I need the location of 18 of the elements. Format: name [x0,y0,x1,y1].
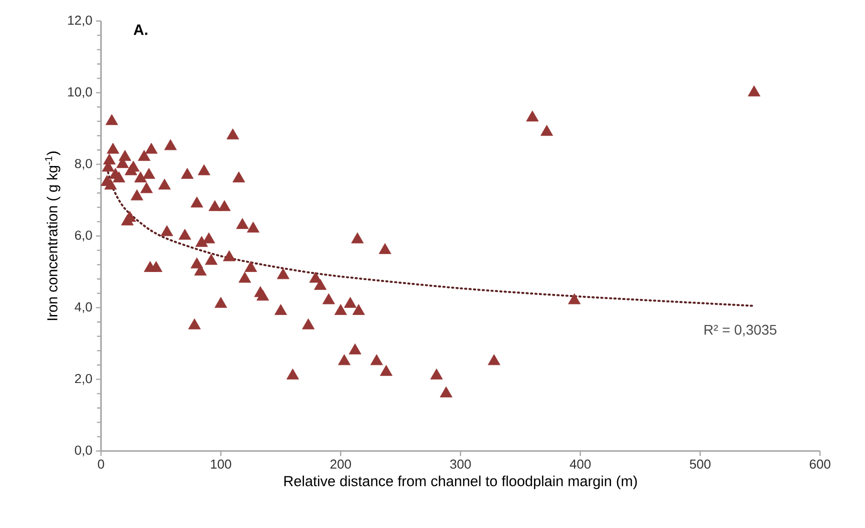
y-tick-label: 10,0 [68,87,92,98]
x-tick-label: 100 [210,460,232,469]
x-tick-label: 200 [330,460,352,469]
x-tick-label: 600 [810,460,830,469]
x-axis-title: Relative distance from channel to floodplain margin (m) [284,476,637,490]
x-tick-label: 0 [98,460,104,469]
x-tick-label: 500 [690,460,711,469]
y-tick-label: 4,0 [74,302,92,314]
x-tick-label: 400 [570,460,591,469]
y-tick-label: 8,0 [74,158,92,170]
chart-title: A. [134,24,148,35]
y-tick-label: 6,0 [75,230,92,242]
y-tick-label: 0,0 [74,446,92,456]
annotation: R² = 0,3035 [704,324,776,336]
y-tick-label: 2,0 [75,374,92,385]
y-tick-label: 12,0 [68,16,92,26]
x-tick-label: 300 [450,460,471,469]
y-axis-title: Iron concentration ( g kg$^{-1}$) [45,152,60,320]
